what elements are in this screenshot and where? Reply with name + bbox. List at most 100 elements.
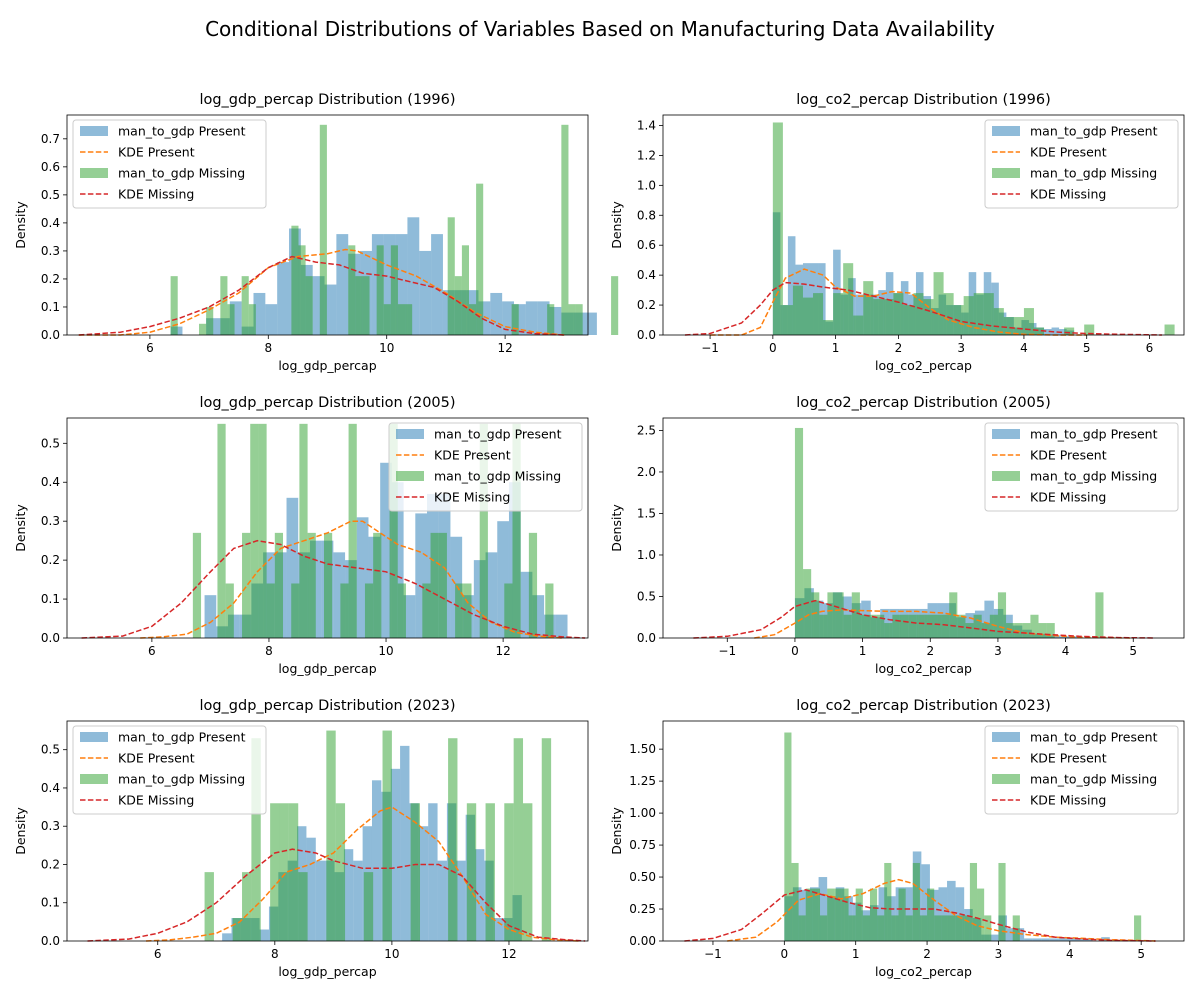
histogram-bar-missing <box>298 872 308 941</box>
histogram-bar-missing <box>251 738 261 941</box>
x-tick-label: 0 <box>791 644 799 658</box>
legend-label: man_to_gdp Missing <box>434 469 561 484</box>
y-tick-label: 0.5 <box>41 436 60 450</box>
histogram-bar-missing <box>859 614 869 638</box>
x-tick-label: 1 <box>832 341 840 355</box>
histogram-bar-missing <box>220 276 228 335</box>
histogram-bar-missing <box>217 423 226 638</box>
histogram-bar-present <box>380 462 392 638</box>
histogram-bar-present <box>787 236 796 335</box>
histogram-bar-present <box>1059 329 1067 335</box>
histogram-bar-missing <box>792 285 803 335</box>
histogram-bar-missing <box>1164 324 1175 335</box>
histogram-bar-missing <box>924 614 933 638</box>
legend-label: man_to_gdp Missing <box>1030 772 1157 787</box>
subplot-title: log_gdp_percap Distribution (2005) <box>199 395 455 411</box>
y-tick-label: 0.1 <box>41 592 60 606</box>
legend-box <box>72 119 267 209</box>
histogram-bar-missing <box>373 532 382 638</box>
histogram-bar-missing <box>1023 308 1034 335</box>
histogram-bar-present <box>989 934 999 941</box>
histogram-bar-present <box>493 918 504 941</box>
histogram-bar-missing <box>1095 592 1104 638</box>
x-tick-label: 5 <box>1137 947 1145 961</box>
legend-label: man_to_gdp Present <box>118 124 246 139</box>
histogram-bar-present <box>520 571 533 638</box>
histogram-bar-missing <box>1013 317 1024 335</box>
kde-line-present <box>145 806 580 942</box>
histogram-bar-missing <box>965 623 974 638</box>
histogram-bar-missing <box>422 583 431 638</box>
histogram-bar-missing <box>892 614 901 638</box>
histogram-bar-present <box>333 552 346 638</box>
histogram-bar-missing <box>363 872 374 941</box>
histogram-bar-missing <box>893 293 904 335</box>
x-axis-label: log_co2_percap <box>875 964 972 979</box>
x-tick-label: 5 <box>1083 341 1091 355</box>
x-tick-label: 0 <box>781 947 789 961</box>
histogram-bar-missing <box>1033 327 1045 335</box>
histogram-bar-present <box>485 552 498 638</box>
x-tick-label: 6 <box>1146 341 1154 355</box>
histogram-bar-present <box>1041 938 1050 941</box>
histogram-bar-missing <box>466 803 477 941</box>
legend-box <box>984 422 1179 512</box>
histogram-bar-missing <box>884 623 893 638</box>
histogram-bar-present <box>336 234 349 335</box>
kde-line-missing <box>87 848 586 942</box>
histogram-bar-present <box>1024 938 1033 941</box>
plot-frame <box>662 114 1185 336</box>
subplot-title: log_co2_percap Distribution (1996) <box>796 92 1051 108</box>
legend-swatch <box>992 774 1020 784</box>
legend-label: man_to_gdp Present <box>1030 427 1158 442</box>
histogram-bar-missing <box>390 245 398 335</box>
histogram-bar-present <box>428 803 438 941</box>
x-tick-label: 2 <box>926 644 934 658</box>
y-axis-label: Density <box>609 201 624 249</box>
histogram-bar-present <box>478 301 491 335</box>
legend-label: KDE Missing <box>1030 793 1106 808</box>
x-tick-label: 4 <box>1062 644 1070 658</box>
histogram-bar-missing <box>932 614 942 638</box>
y-tick-label: 0.25 <box>629 902 656 916</box>
chart-panel: 6 8 10 12 0.0 0.1 0.2 0.3 0.4 0.5 0.6 0.7 log_gdp_pe… <box>13 92 619 373</box>
histogram-bar-missing <box>916 614 925 638</box>
histogram-bar-missing <box>923 299 934 335</box>
histogram-bar-present <box>418 826 429 941</box>
histogram-bar-missing <box>298 245 306 335</box>
histogram-bar-present <box>1007 928 1016 941</box>
figure-title: Conditional Distributions of Variables B… <box>205 17 995 41</box>
histogram-bar-missing <box>291 225 299 335</box>
histogram-bar-missing <box>973 614 982 638</box>
kde-line-missing <box>81 539 586 639</box>
y-tick-label: 0.0 <box>41 631 60 645</box>
histogram-bar-missing <box>891 915 899 941</box>
histogram-bar-present <box>356 517 369 638</box>
y-tick-label: 0.5 <box>637 589 656 603</box>
histogram-bar-missing <box>900 614 909 638</box>
histogram-bar-missing <box>348 245 356 335</box>
histogram-bar-missing <box>934 915 942 941</box>
histogram-bar-missing <box>989 614 998 638</box>
x-tick-label: 3 <box>957 341 965 355</box>
kde-line-missing <box>684 281 1163 336</box>
histogram-bar-missing <box>192 532 202 638</box>
histogram-bar-present <box>1075 938 1085 941</box>
histogram-bar-missing <box>454 276 462 335</box>
histogram-bar-missing <box>274 532 284 638</box>
y-tick-label: 0.5 <box>41 188 60 202</box>
histogram-bar-missing <box>811 592 820 638</box>
legend-label: man_to_gdp Present <box>1030 124 1158 139</box>
y-tick-label: 1.2 <box>637 148 656 162</box>
kde-line-missing <box>78 255 565 336</box>
plot-frame <box>66 720 589 942</box>
x-tick-label: 6 <box>146 341 154 355</box>
histogram-bar-missing <box>812 888 821 941</box>
plot-frame <box>662 417 1185 639</box>
x-tick-label: 1 <box>859 644 867 658</box>
chart-panel: 6 8 10 12 0.0 0.1 0.2 0.3 0.4 0.5 log_gdp_percap D… <box>13 698 589 979</box>
histogram-bar-missing <box>1084 324 1095 335</box>
histogram-bar-missing <box>291 583 300 638</box>
legend-box <box>72 725 267 815</box>
legend: man_to_gdp Present KDE Present man_to_gdp … <box>984 725 1179 815</box>
